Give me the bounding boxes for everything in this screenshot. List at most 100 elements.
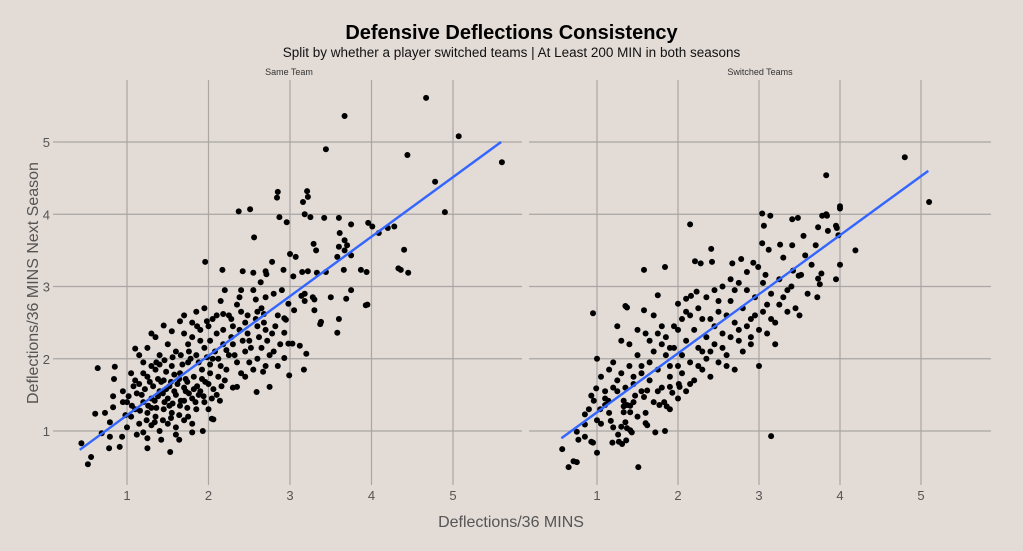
data-point — [258, 305, 265, 312]
data-point — [151, 397, 158, 404]
data-point — [610, 424, 617, 431]
data-point — [236, 294, 243, 301]
data-point — [152, 334, 159, 341]
data-point — [818, 270, 825, 277]
data-point — [343, 295, 350, 302]
data-point — [266, 383, 273, 390]
data-point — [735, 326, 742, 333]
data-point — [182, 388, 189, 395]
data-point — [171, 388, 178, 395]
data-point — [715, 308, 722, 315]
data-point — [270, 290, 277, 297]
data-point — [687, 359, 694, 366]
data-point — [699, 366, 706, 373]
data-point — [365, 219, 372, 226]
data-point — [254, 323, 261, 330]
data-point — [274, 194, 280, 201]
data-point — [598, 373, 604, 380]
data-point — [205, 323, 212, 330]
data-point — [675, 363, 681, 369]
data-point — [256, 334, 262, 341]
data-point — [618, 423, 625, 430]
data-point — [788, 283, 795, 290]
data-point — [184, 378, 191, 385]
data-point — [274, 188, 281, 195]
data-point — [573, 428, 580, 435]
data-point — [641, 266, 647, 273]
data-point — [772, 341, 779, 348]
data-point — [691, 326, 698, 333]
data-point — [269, 330, 276, 337]
data-point — [260, 368, 267, 375]
data-point — [638, 388, 645, 395]
data-point — [193, 352, 200, 359]
data-point — [144, 409, 151, 416]
data-point — [743, 269, 750, 275]
data-point — [228, 316, 235, 322]
data-point — [630, 373, 637, 380]
data-point — [176, 436, 183, 443]
data-point — [688, 292, 694, 299]
data-point — [144, 445, 151, 452]
data-point — [602, 395, 609, 402]
data-point — [606, 366, 613, 373]
data-point — [164, 341, 171, 348]
data-point — [780, 254, 787, 261]
data-point — [695, 344, 702, 351]
y-tick-label: 2 — [43, 352, 50, 367]
data-point — [652, 429, 659, 436]
data-point — [723, 363, 730, 369]
data-point — [598, 420, 604, 427]
data-point — [615, 431, 622, 438]
data-point — [697, 260, 704, 267]
data-point — [247, 206, 254, 213]
data-point — [780, 294, 787, 301]
data-point — [252, 296, 259, 303]
data-point — [707, 348, 714, 355]
data-point — [926, 199, 933, 205]
data-point — [124, 424, 130, 431]
data-point — [642, 409, 649, 416]
data-point — [207, 361, 214, 368]
data-point — [153, 359, 160, 366]
data-point — [614, 388, 621, 395]
regression-line — [79, 141, 502, 451]
data-point — [593, 385, 600, 392]
data-point — [752, 312, 758, 319]
data-point — [837, 203, 843, 210]
data-point — [620, 409, 627, 416]
x-tick-label: 4 — [836, 488, 843, 503]
data-point — [235, 208, 242, 215]
data-point — [762, 271, 769, 278]
data-point — [137, 407, 143, 414]
data-point — [193, 406, 200, 413]
chart-subtitle: Split by whether a player switched teams… — [282, 45, 741, 60]
data-point — [159, 390, 166, 397]
data-point — [784, 308, 791, 315]
data-point — [181, 312, 188, 319]
data-point — [190, 386, 197, 393]
data-point — [687, 221, 694, 228]
data-point — [369, 223, 376, 230]
data-point — [776, 301, 783, 308]
y-tick-label: 4 — [43, 207, 50, 222]
data-point — [219, 266, 226, 273]
data-point — [208, 395, 215, 402]
data-point — [719, 330, 726, 337]
data-point — [642, 330, 649, 337]
data-point — [656, 402, 663, 408]
data-point — [695, 363, 702, 369]
data-point — [238, 308, 245, 315]
y-tick-label: 1 — [43, 424, 50, 439]
data-point — [650, 399, 657, 406]
data-point — [760, 308, 766, 315]
data-point — [177, 352, 184, 359]
data-point — [590, 439, 596, 446]
data-point — [738, 256, 745, 262]
data-point — [767, 212, 774, 219]
data-point — [731, 319, 738, 326]
data-point — [759, 240, 766, 247]
x-tick-label: 5 — [449, 488, 456, 503]
data-point — [313, 247, 320, 254]
data-point — [289, 340, 296, 347]
